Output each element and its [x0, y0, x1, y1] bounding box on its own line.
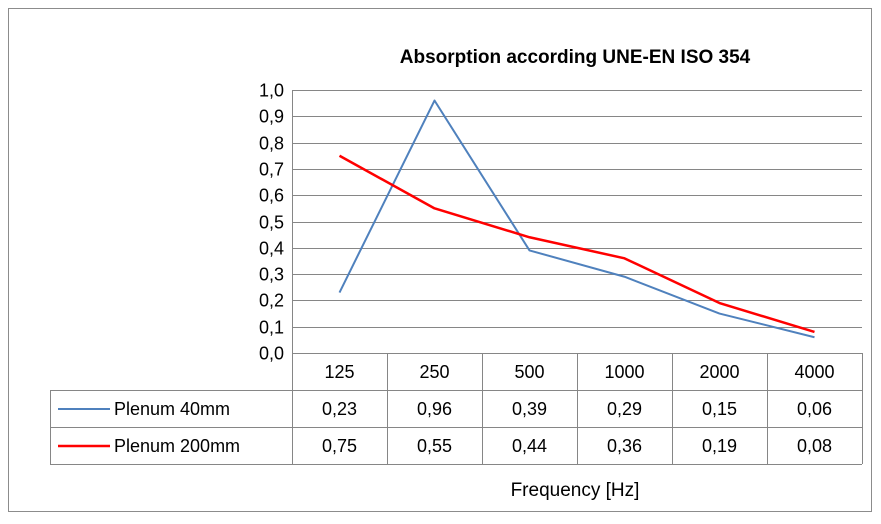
y-tick-label: 0,0 [259, 344, 284, 364]
series-lines [338, 99, 815, 339]
table-cell: 0,96 [417, 399, 452, 419]
y-tick-label: 0,1 [259, 318, 284, 338]
x-tick-label: 500 [514, 362, 544, 382]
y-tick-label: 0,7 [259, 160, 284, 180]
y-tick-label: 0,4 [259, 239, 284, 259]
y-tick-label: 0,9 [259, 107, 284, 127]
table-cell: 0,19 [702, 436, 737, 456]
y-tick-label: 0,3 [259, 265, 284, 285]
x-axis-label: Frequency [Hz] [511, 480, 640, 501]
table-cell: 0,15 [702, 399, 737, 419]
table-cell: 0,23 [322, 399, 357, 419]
y-tick-label: 1,0 [259, 81, 284, 101]
table-cell: 0,55 [417, 436, 452, 456]
table-cell: 0,06 [797, 399, 832, 419]
x-tick-label: 2000 [699, 362, 739, 382]
table-cell: 0,44 [512, 436, 547, 456]
series-name: Plenum 200mm [114, 436, 240, 456]
y-tick-label: 0,2 [259, 291, 284, 311]
y-tick-label: 0,5 [259, 213, 284, 233]
x-tick-label: 4000 [794, 362, 834, 382]
data-table: 125 250 500 1000 2000 4000 Plenum 40mm 0,23 0,96… [50, 353, 863, 465]
y-tick-label: 0,6 [259, 186, 284, 206]
x-tick-label: 250 [419, 362, 449, 382]
table-cell: 0,36 [607, 436, 642, 456]
y-tick-label: 0,8 [259, 134, 284, 154]
chart-title: Absorption according UNE-EN ISO 354 [400, 47, 751, 68]
x-tick-label: 1000 [604, 362, 644, 382]
series-line [338, 154, 815, 334]
y-axis-ticks: 0,0 0,1 0,2 0,3 0,4 0,5 0,6 0,7 0,8 0,9 1,0 [259, 81, 284, 364]
series-line [338, 99, 815, 339]
table-cell: 0,39 [512, 399, 547, 419]
table-cell: 0,08 [797, 436, 832, 456]
series-name: Plenum 40mm [114, 399, 230, 419]
x-tick-label: 125 [324, 362, 354, 382]
table-cell: 0,75 [322, 436, 357, 456]
table-cell: 0,29 [607, 399, 642, 419]
